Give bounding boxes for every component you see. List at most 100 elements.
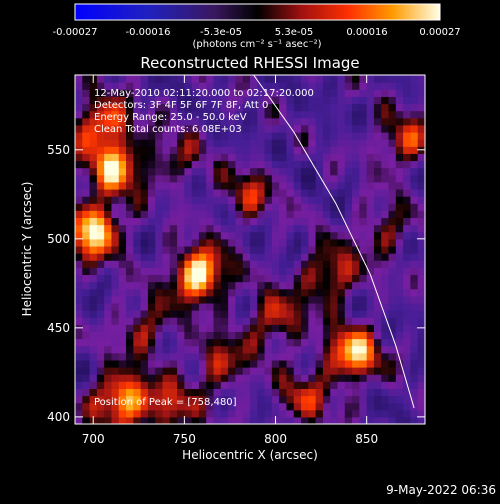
heatmap-cell	[184, 253, 193, 261]
heatmap-cell	[271, 131, 280, 140]
heatmap-cell	[308, 196, 317, 204]
heatmap-cell	[140, 416, 149, 424]
heatmap-cell	[417, 317, 425, 325]
heatmap-cell	[162, 181, 171, 190]
heatmap-cell	[206, 238, 215, 247]
heatmap-cell	[315, 139, 324, 147]
heatmap-cell	[359, 310, 368, 318]
heatmap-cell	[235, 110, 244, 119]
heatmap-cell	[169, 274, 178, 283]
heatmap-cell	[104, 188, 113, 197]
heatmap-cell	[352, 82, 360, 90]
heatmap-cell	[395, 196, 404, 204]
heatmap-cell	[213, 388, 222, 397]
heatmap-cell	[184, 89, 193, 97]
heatmap-cell	[169, 352, 178, 361]
heatmap-cell	[344, 196, 353, 204]
heatmap-cell	[111, 75, 120, 83]
heatmap-cell	[191, 245, 200, 254]
heatmap-cell	[373, 402, 382, 411]
heatmap-cell	[301, 139, 309, 147]
heatmap-cell	[82, 388, 91, 397]
heatmap-cell	[264, 331, 273, 340]
heatmap-cell	[133, 245, 142, 254]
heatmap-cell	[403, 338, 412, 347]
heatmap-cell	[352, 310, 360, 318]
heatmap-cell	[162, 367, 171, 375]
heatmap-cell	[82, 359, 91, 368]
heatmap-cell	[213, 131, 222, 140]
annotation-clean-counts: Clean Total counts: 6.08E+03	[94, 124, 242, 135]
heatmap-cell	[373, 217, 382, 226]
heatmap-cell	[235, 388, 244, 397]
heatmap-cell	[89, 338, 98, 347]
heatmap-cell	[315, 295, 324, 304]
heatmap-cell	[89, 188, 98, 197]
heatmap-cell	[118, 402, 127, 411]
heatmap-cell	[111, 317, 120, 325]
heatmap-cell	[213, 210, 222, 219]
heatmap-cell	[373, 416, 382, 424]
heatmap-cell	[169, 224, 178, 233]
heatmap-cell	[315, 274, 324, 283]
heatmap-cell	[133, 395, 142, 404]
heatmap-cell	[293, 359, 302, 368]
heatmap-cell	[337, 395, 346, 404]
heatmap-cell	[75, 160, 83, 169]
heatmap-cell	[177, 75, 185, 83]
heatmap-cell	[344, 139, 353, 147]
heatmap-cell	[344, 359, 353, 368]
heatmap-cell	[381, 167, 390, 176]
heatmap-cell	[75, 217, 83, 226]
heatmap-cell	[257, 338, 266, 347]
heatmap-cell	[213, 153, 222, 162]
heatmap-cell	[293, 203, 302, 211]
heatmap-cell	[388, 181, 397, 190]
heatmap-cell	[403, 416, 412, 424]
heatmap-cell	[352, 181, 360, 190]
heatmap-cell	[279, 253, 288, 261]
heatmap-cell	[352, 124, 360, 133]
heatmap-cell	[279, 103, 288, 112]
heatmap-cell	[264, 160, 273, 169]
heatmap-cell	[308, 338, 317, 347]
heatmap-cell	[220, 409, 229, 418]
heatmap-cell	[147, 117, 156, 126]
heatmap-cell	[220, 302, 229, 311]
heatmap-cell	[228, 181, 237, 190]
heatmap-cell	[257, 310, 266, 318]
heatmap-cell	[381, 181, 390, 190]
heatmap-cell	[293, 224, 302, 233]
heatmap-cell	[344, 288, 353, 297]
heatmap-cell	[250, 153, 258, 162]
annotation-detectors: Detectors: 3F 4F 5F 6F 7F 8F, Att 0	[94, 100, 268, 111]
heatmap-cell	[337, 110, 346, 119]
heatmap-cell	[279, 359, 288, 368]
heatmap-cell	[242, 231, 251, 240]
heatmap-cell	[315, 160, 324, 169]
heatmap-cell	[133, 381, 142, 389]
heatmap-cell	[286, 82, 295, 90]
heatmap-cell	[410, 89, 419, 97]
heatmap-cell	[381, 96, 390, 105]
heatmap-cell	[147, 196, 156, 204]
heatmap-cell	[403, 345, 412, 354]
heatmap-cell	[286, 103, 295, 112]
heatmap-cell	[111, 388, 120, 397]
heatmap-cell	[337, 367, 346, 375]
heatmap-cell	[118, 253, 127, 261]
heatmap-cell	[308, 267, 317, 276]
heatmap-cell	[308, 288, 317, 297]
heatmap-cell	[147, 388, 156, 397]
heatmap-cell	[111, 409, 120, 418]
heatmap-cell	[366, 331, 375, 340]
heatmap-cell	[388, 295, 397, 304]
heatmap-cell	[184, 160, 193, 169]
heatmap-cell	[366, 359, 375, 368]
heatmap-cell	[206, 139, 215, 147]
x-axis-label: Heliocentric X (arcsec)	[182, 448, 318, 462]
heatmap-cell	[191, 409, 200, 418]
heatmap-cell	[403, 139, 412, 147]
annotation-time-range: 12-May-2010 02:11:20.000 to 02:17:20.000	[94, 88, 314, 99]
heatmap-cell	[213, 374, 222, 382]
